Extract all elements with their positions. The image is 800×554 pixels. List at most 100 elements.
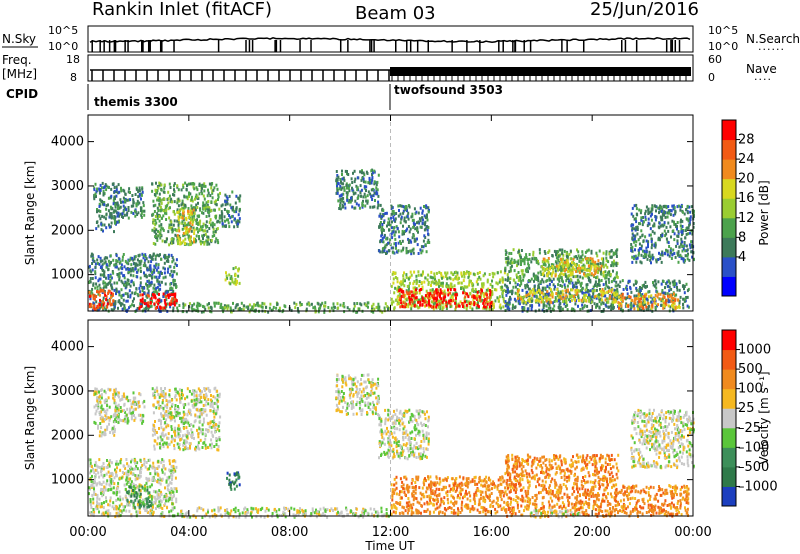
power-cell xyxy=(421,272,424,276)
power-cell xyxy=(645,239,648,243)
power-cell xyxy=(540,300,543,304)
power-cell xyxy=(424,299,427,303)
power-cell xyxy=(215,203,218,207)
power-cell xyxy=(655,260,658,264)
power-cell xyxy=(103,270,106,274)
power-cell xyxy=(386,305,389,309)
power-cell xyxy=(634,302,637,305)
power-cell xyxy=(463,285,466,289)
power-cell xyxy=(439,295,441,299)
power-cell xyxy=(693,257,695,261)
power-cell xyxy=(150,256,153,260)
power-cell xyxy=(196,303,199,307)
power-cell xyxy=(407,277,410,281)
power-cell xyxy=(182,183,185,187)
power-cell xyxy=(234,273,237,277)
power-cell xyxy=(165,298,168,302)
power-cell xyxy=(114,205,117,209)
power-cell xyxy=(139,293,142,297)
power-cell xyxy=(119,212,122,216)
power-cell xyxy=(394,242,397,245)
power-cell xyxy=(92,256,95,260)
power-cell xyxy=(599,288,601,291)
power-cell xyxy=(606,273,609,277)
power-cell xyxy=(562,273,565,277)
power-cell xyxy=(521,306,524,309)
power-cell xyxy=(388,241,391,245)
power-cell xyxy=(669,249,672,253)
power-cell xyxy=(562,268,565,271)
power-cell xyxy=(237,274,240,278)
power-cell xyxy=(157,302,160,306)
power-cell xyxy=(422,239,425,243)
power-cell xyxy=(646,224,649,228)
power-cell xyxy=(394,217,397,221)
power-cell xyxy=(189,236,192,240)
power-cell xyxy=(366,194,369,198)
power-cell xyxy=(427,281,430,284)
power-cell xyxy=(609,294,612,298)
power-cell xyxy=(561,289,564,293)
power-cell xyxy=(559,262,562,266)
power-cell xyxy=(586,304,589,308)
power-cell xyxy=(639,211,642,215)
power-cell xyxy=(593,265,596,269)
power-cell xyxy=(346,186,348,190)
power-cell xyxy=(373,182,376,186)
power-cell xyxy=(173,219,176,223)
power-cell xyxy=(127,198,130,202)
power-cell xyxy=(564,289,567,293)
power-cell xyxy=(692,225,695,229)
power-cell xyxy=(154,296,157,300)
power-cell xyxy=(296,307,299,310)
power-cell xyxy=(96,285,99,289)
power-cell xyxy=(182,212,185,216)
power-cell xyxy=(124,199,126,203)
power-cell xyxy=(652,281,654,284)
power-cell xyxy=(131,299,134,303)
power-cell xyxy=(497,297,500,301)
power-cell xyxy=(124,206,127,210)
power-cell xyxy=(446,277,449,281)
power-cell xyxy=(608,296,611,300)
power-cell xyxy=(182,224,185,227)
power-cell xyxy=(373,205,376,209)
power-cell xyxy=(226,276,229,280)
power-cell xyxy=(114,203,117,207)
power-cell xyxy=(538,251,541,255)
power-cell xyxy=(428,296,431,300)
power-cell xyxy=(110,276,113,280)
power-cell xyxy=(181,206,184,210)
power-cell xyxy=(110,194,113,198)
power-cell xyxy=(259,304,262,308)
power-cell xyxy=(501,291,504,295)
power-cell xyxy=(387,217,390,221)
power-cell xyxy=(434,301,437,305)
power-cell xyxy=(155,263,157,267)
power-cell xyxy=(594,282,597,286)
power-cell xyxy=(167,197,170,201)
power-cell xyxy=(238,197,241,201)
power-cell xyxy=(149,273,152,277)
power-cell xyxy=(616,292,619,296)
nave-dense-bar xyxy=(390,67,691,76)
power-cell xyxy=(633,302,636,306)
power-cell xyxy=(153,264,156,268)
power-cell xyxy=(584,255,587,259)
power-cell xyxy=(382,247,385,250)
power-cell xyxy=(625,302,628,306)
power-cell xyxy=(159,236,162,240)
power-cell xyxy=(562,253,565,257)
power-cell xyxy=(427,226,430,229)
power-cell xyxy=(462,279,465,283)
power-cell xyxy=(375,183,378,187)
power-cell xyxy=(676,227,678,231)
power-cell xyxy=(647,221,650,225)
power-cell xyxy=(579,289,582,293)
power-cell xyxy=(143,209,146,213)
freq-label: Freq. xyxy=(2,53,32,67)
power-cell xyxy=(108,223,110,227)
power-cell xyxy=(463,297,466,301)
power-cell xyxy=(519,278,522,282)
power-cell xyxy=(635,260,638,264)
